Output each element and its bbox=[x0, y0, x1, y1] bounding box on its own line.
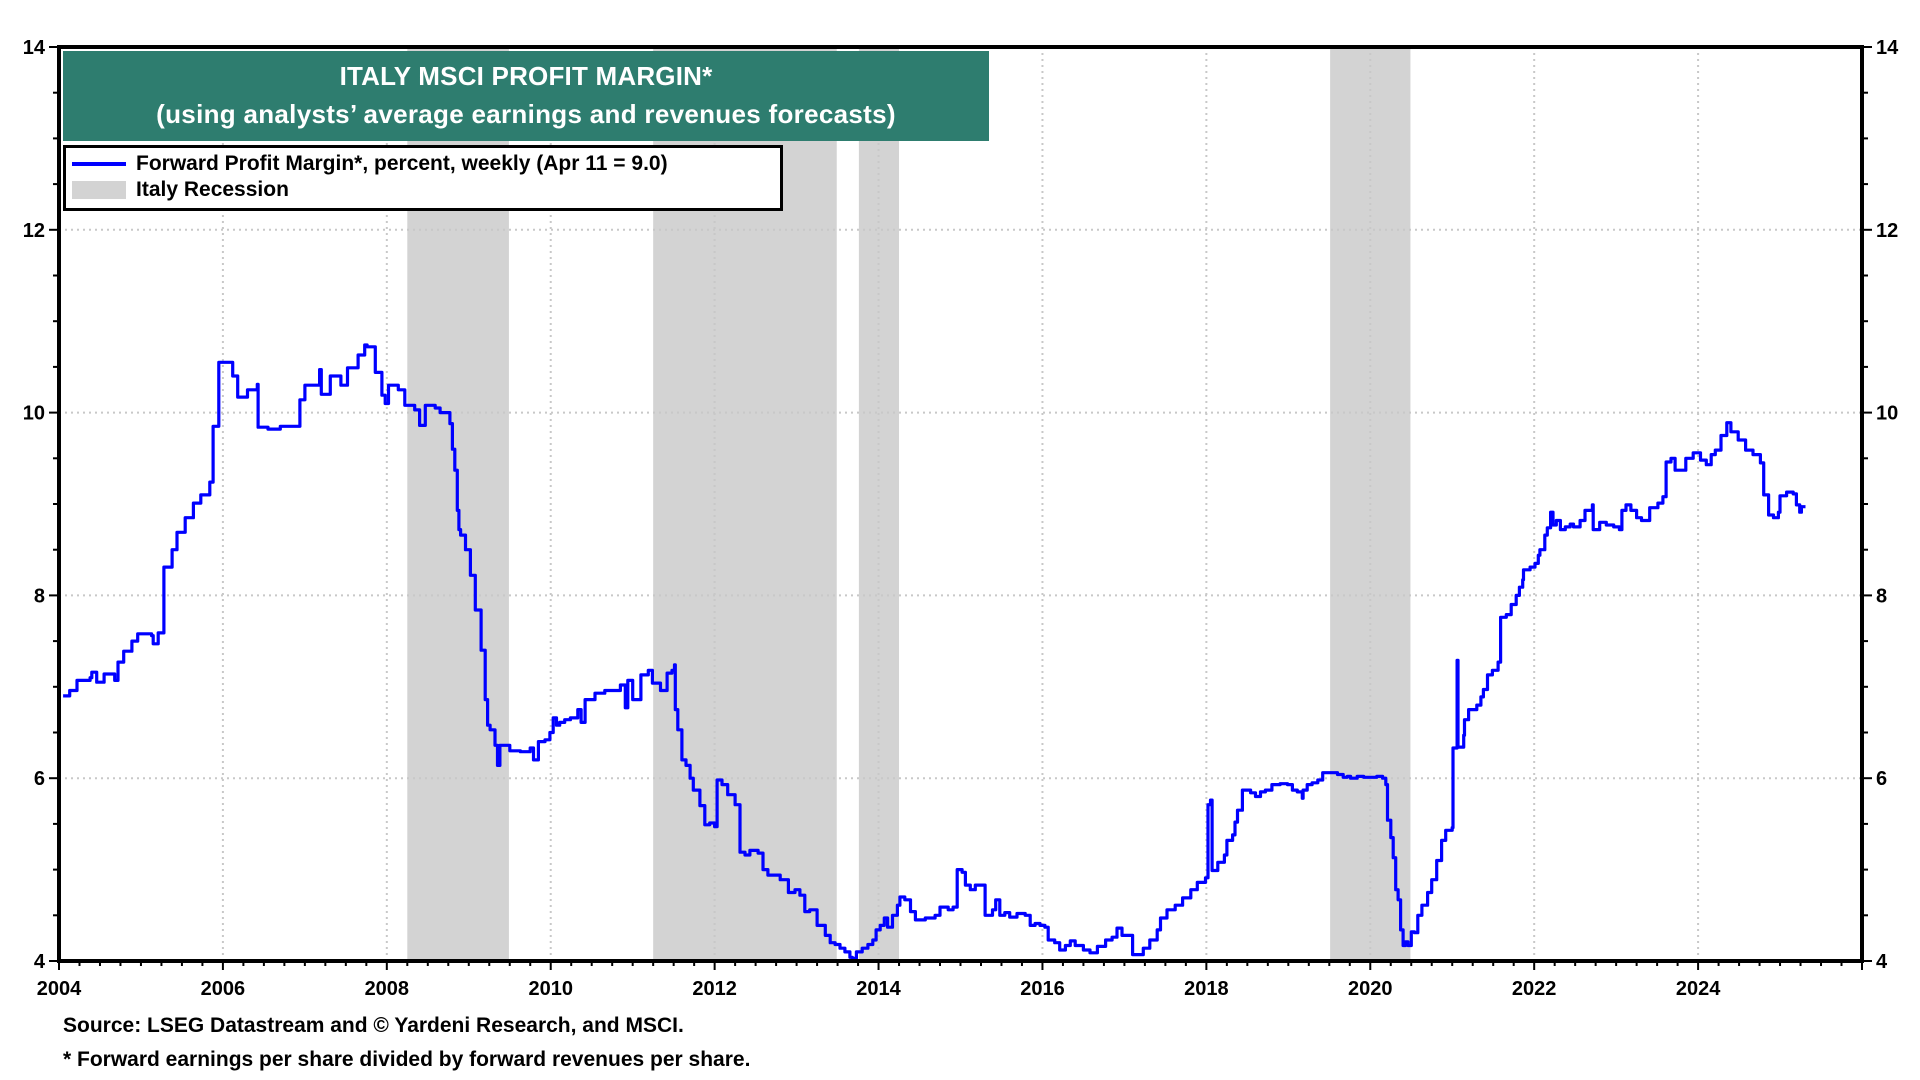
x-tick-label: 2014 bbox=[856, 978, 901, 1000]
x-tick-label: 2022 bbox=[1512, 978, 1557, 1000]
y-tick-label-left: 14 bbox=[23, 37, 46, 59]
y-tick-label-left: 10 bbox=[23, 403, 45, 425]
y-tick-label-right: 8 bbox=[1876, 585, 1887, 607]
y-tick-label-left: 8 bbox=[34, 585, 45, 607]
y-tick-label-left: 4 bbox=[34, 951, 46, 973]
series-layer bbox=[63, 343, 1806, 960]
x-tick-label: 2004 bbox=[37, 978, 82, 1000]
gridlines bbox=[59, 47, 1862, 961]
chart-title: ITALY MSCI PROFIT MARGIN* bbox=[339, 61, 713, 91]
x-tick-label: 2020 bbox=[1348, 978, 1393, 1000]
y-tick-label-left: 6 bbox=[34, 768, 45, 790]
y-axis-ticks: 4 4 6 6 8 8 10 10 12 12 14 14 bbox=[23, 37, 1899, 973]
y-tick-label-right: 6 bbox=[1876, 768, 1887, 790]
y-tick-label-right: 10 bbox=[1876, 403, 1898, 425]
legend-line-swatch bbox=[72, 162, 126, 166]
x-tick-label: 2024 bbox=[1676, 978, 1721, 1000]
legend-item-recession: Italy Recession bbox=[72, 177, 289, 203]
legend-band-swatch bbox=[72, 181, 126, 199]
legend-label: Forward Profit Margin*, percent, weekly … bbox=[136, 152, 668, 175]
legend: Forward Profit Margin*, percent, weekly … bbox=[63, 145, 783, 211]
y-tick-label-right: 14 bbox=[1876, 37, 1899, 59]
x-tick-label: 2010 bbox=[528, 978, 573, 1000]
x-tick-label: 2008 bbox=[365, 978, 410, 1000]
y-tick-label-right: 4 bbox=[1876, 951, 1888, 973]
x-axis-ticks: 2004 2006 2008 2010 2012 2014 2016 2018 2020 2022… bbox=[37, 961, 1863, 1000]
chart-subtitle: (using analysts’ average earnings and re… bbox=[156, 99, 896, 129]
legend-item-profit-margin: Forward Profit Margin*, percent, weekly … bbox=[72, 151, 668, 177]
series-line-forward-profit-margin bbox=[63, 343, 1806, 960]
definition-note: * Forward earnings per share divided by … bbox=[63, 1048, 751, 1071]
chart-title-box: ITALY MSCI PROFIT MARGIN* (using analyst… bbox=[63, 51, 989, 141]
y-tick-label-left: 12 bbox=[23, 220, 45, 242]
source-note: Source: LSEG Datastream and © Yardeni Re… bbox=[63, 1014, 684, 1037]
legend-label: Italy Recession bbox=[136, 178, 289, 201]
x-tick-label: 2016 bbox=[1020, 978, 1065, 1000]
x-tick-label: 2018 bbox=[1184, 978, 1229, 1000]
x-tick-label: 2006 bbox=[201, 978, 246, 1000]
y-tick-label-right: 12 bbox=[1876, 220, 1898, 242]
x-tick-label: 2012 bbox=[692, 978, 737, 1000]
